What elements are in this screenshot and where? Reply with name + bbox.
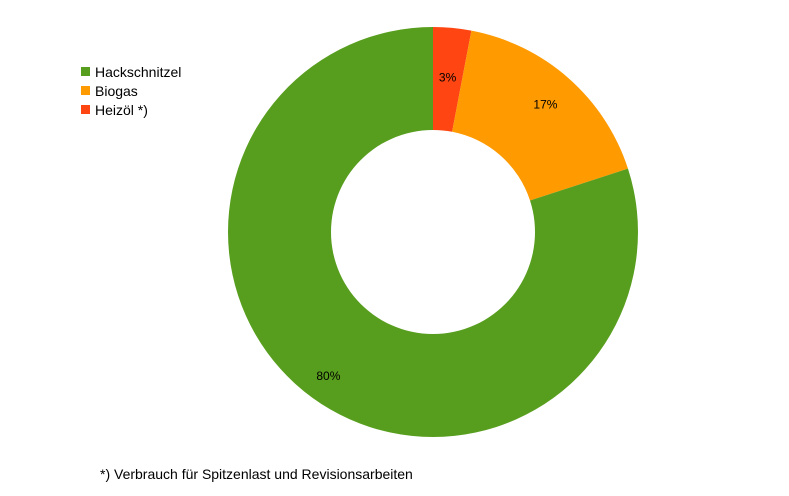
legend-item-biogas: Biogas [81,81,181,100]
legend-swatch-biogas [81,86,90,95]
slice-hackschnitzel [227,27,638,438]
slice-heizoel [433,27,472,132]
legend-swatch-hackschnitzel [81,67,90,76]
legend: Hackschnitzel Biogas Heizöl *) [81,62,181,119]
legend-label-biogas: Biogas [95,82,138,99]
slice-label-heizoel: 3% [439,71,457,85]
slice-biogas [452,30,628,201]
slice-label-hackschnitzel: 80% [316,369,340,383]
legend-label-heizoel: Heizöl *) [95,101,148,118]
slice-label-biogas: 17% [533,97,557,111]
donut-slices [227,27,638,438]
legend-item-hackschnitzel: Hackschnitzel [81,62,181,81]
footnote: *) Verbrauch für Spitzenlast und Revisio… [100,466,413,482]
legend-label-hackschnitzel: Hackschnitzel [95,63,182,80]
legend-item-heizoel: Heizöl *) [81,100,181,119]
donut-slice-labels: 3% 17% 80% [316,71,557,383]
legend-swatch-heizoel [81,105,90,114]
